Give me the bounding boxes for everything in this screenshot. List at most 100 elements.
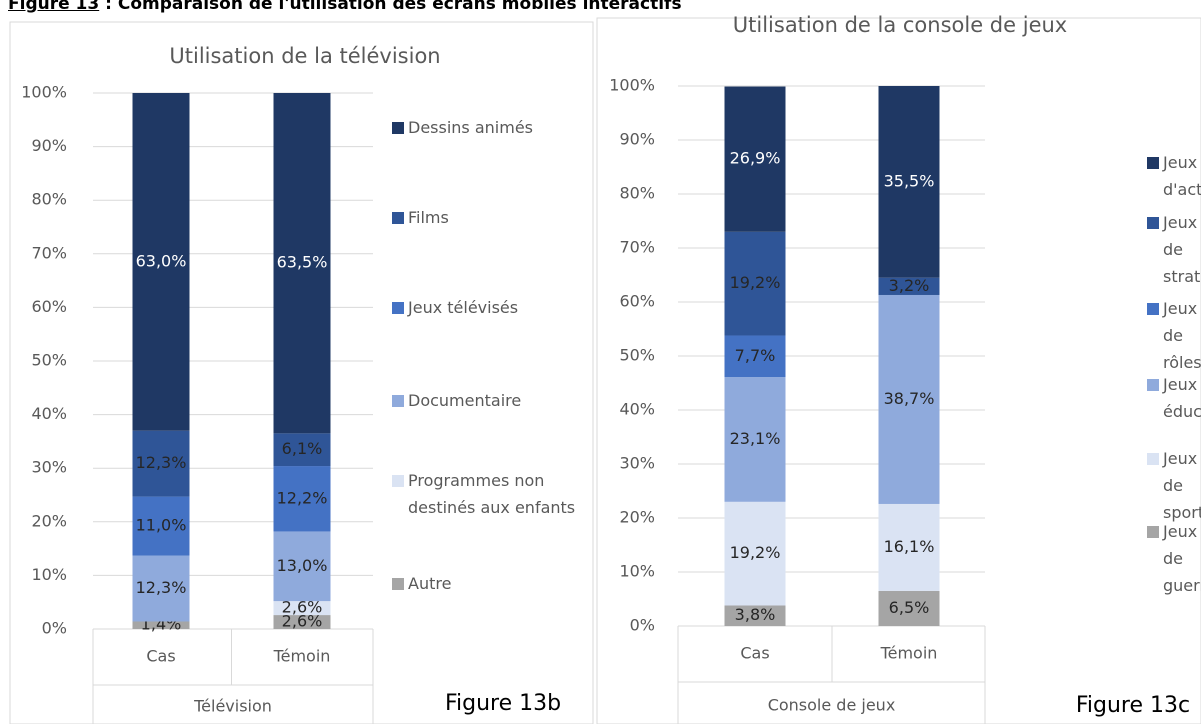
header: Figure 13 : Comparaison de l'utilisation… (8, 0, 682, 14)
y-tick-label: 20% (619, 508, 655, 527)
bar-segment (273, 615, 331, 629)
bar-segment (878, 294, 940, 504)
y-tick-label: 60% (31, 297, 67, 316)
y-tick-label: 10% (31, 565, 67, 584)
legend-label: Jeux éducatifs (1163, 375, 1201, 421)
legend-swatch (1147, 379, 1159, 391)
legend-swatch (1147, 157, 1159, 169)
header-title: : Comparaison de l'utilisation des écran… (105, 0, 682, 14)
bar-segment (878, 277, 940, 295)
legend-swatch (392, 212, 404, 224)
bar-segment (878, 503, 940, 591)
y-tick-label: 0% (630, 616, 655, 635)
bar-segment (273, 93, 331, 434)
legend-swatch (392, 302, 404, 314)
bar-segment (273, 601, 331, 616)
bar-segment (724, 231, 786, 336)
chart-border (9, 21, 594, 724)
data-label: 63,5% (277, 253, 328, 272)
figure-label: Figure 13c (1076, 693, 1190, 718)
figure-label: Figure 13b (445, 691, 561, 716)
header-label: Figure 13 (8, 0, 100, 14)
x-tick-label: Cas (146, 647, 175, 666)
data-label: 16,1% (884, 537, 935, 556)
y-tick-label: 70% (619, 238, 655, 257)
chart-title: Utilisation de la télévision (169, 44, 440, 68)
y-tick-label: 100% (609, 76, 655, 95)
group-label: Télévision (193, 697, 272, 716)
data-label: 63,0% (136, 251, 187, 270)
bar-segment (132, 430, 190, 497)
bar-segment (724, 501, 786, 606)
legend-swatch (1147, 303, 1159, 315)
data-label: 19,2% (730, 543, 781, 562)
y-tick-label: 60% (619, 292, 655, 311)
group-label: Console de jeux (768, 696, 896, 715)
legend-label: Jeux télévisés (408, 298, 519, 317)
legend-label: Films (408, 208, 449, 227)
y-tick-label: 40% (619, 400, 655, 419)
y-tick-label: 40% (31, 404, 67, 423)
chart-title: Utilisation de la console de jeux (733, 13, 1067, 37)
data-label: 12,3% (136, 453, 187, 472)
bar-segment (273, 531, 331, 602)
bar-segment (878, 590, 940, 626)
x-tick-label: Témoin (880, 644, 938, 663)
bar-segment (724, 605, 786, 626)
y-tick-label: 30% (31, 458, 67, 477)
legend-swatch (1147, 217, 1159, 229)
data-label: 35,5% (884, 171, 935, 190)
legend-label: Programmes non destinés aux enfants (408, 471, 576, 517)
bar-segment (132, 555, 190, 622)
data-label: 3,8% (735, 605, 776, 624)
legend-swatch (392, 395, 404, 407)
data-label: 7,7% (735, 346, 776, 365)
y-tick-label: 80% (31, 190, 67, 209)
y-tick-label: 50% (31, 351, 67, 370)
legend-swatch (1147, 453, 1159, 465)
data-label: 13,0% (277, 556, 328, 575)
bar-segment (132, 93, 190, 431)
data-label: 12,2% (277, 488, 328, 507)
data-label: 19,2% (730, 273, 781, 292)
bar-segment (273, 433, 331, 467)
data-label: 6,5% (889, 598, 930, 617)
y-tick-label: 10% (619, 562, 655, 581)
y-tick-label: 0% (42, 619, 67, 638)
x-tick-label: Témoin (273, 647, 331, 666)
legend-label: Jeux de rôles (1163, 299, 1201, 372)
legend-label: Documentaire (408, 391, 522, 410)
y-tick-label: 90% (619, 130, 655, 149)
bar-segment (878, 86, 940, 278)
legend-label: Jeux d'actions (1163, 153, 1201, 199)
bar-segment (724, 86, 786, 232)
y-tick-label: 100% (21, 83, 67, 102)
bar-segment (132, 621, 190, 629)
data-label: 12,3% (136, 578, 187, 597)
y-tick-label: 80% (619, 184, 655, 203)
data-label: 38,7% (884, 389, 935, 408)
data-label: 11,0% (136, 516, 187, 535)
legend-label: Dessins animés (408, 118, 533, 137)
y-tick-label: 50% (619, 346, 655, 365)
legend-label: Autre (408, 574, 452, 593)
bar-segment (273, 466, 331, 532)
data-label: 6,1% (282, 439, 323, 458)
chart-border (596, 17, 1201, 724)
legend-swatch (392, 122, 404, 134)
legend-swatch (392, 578, 404, 590)
bar-segment (132, 496, 190, 556)
data-label: 2,6% (282, 612, 323, 631)
data-label: 26,9% (730, 149, 781, 168)
y-tick-label: 20% (31, 511, 67, 530)
legend-label: Jeux de guerre (1163, 522, 1201, 595)
y-tick-label: 30% (619, 454, 655, 473)
y-tick-label: 70% (31, 243, 67, 262)
data-label: 2,6% (282, 598, 323, 617)
legend-swatch (392, 475, 404, 487)
y-tick-label: 90% (31, 136, 67, 155)
x-tick-label: Cas (740, 644, 769, 663)
data-label: 23,1% (730, 429, 781, 448)
bar-segment (724, 377, 786, 502)
